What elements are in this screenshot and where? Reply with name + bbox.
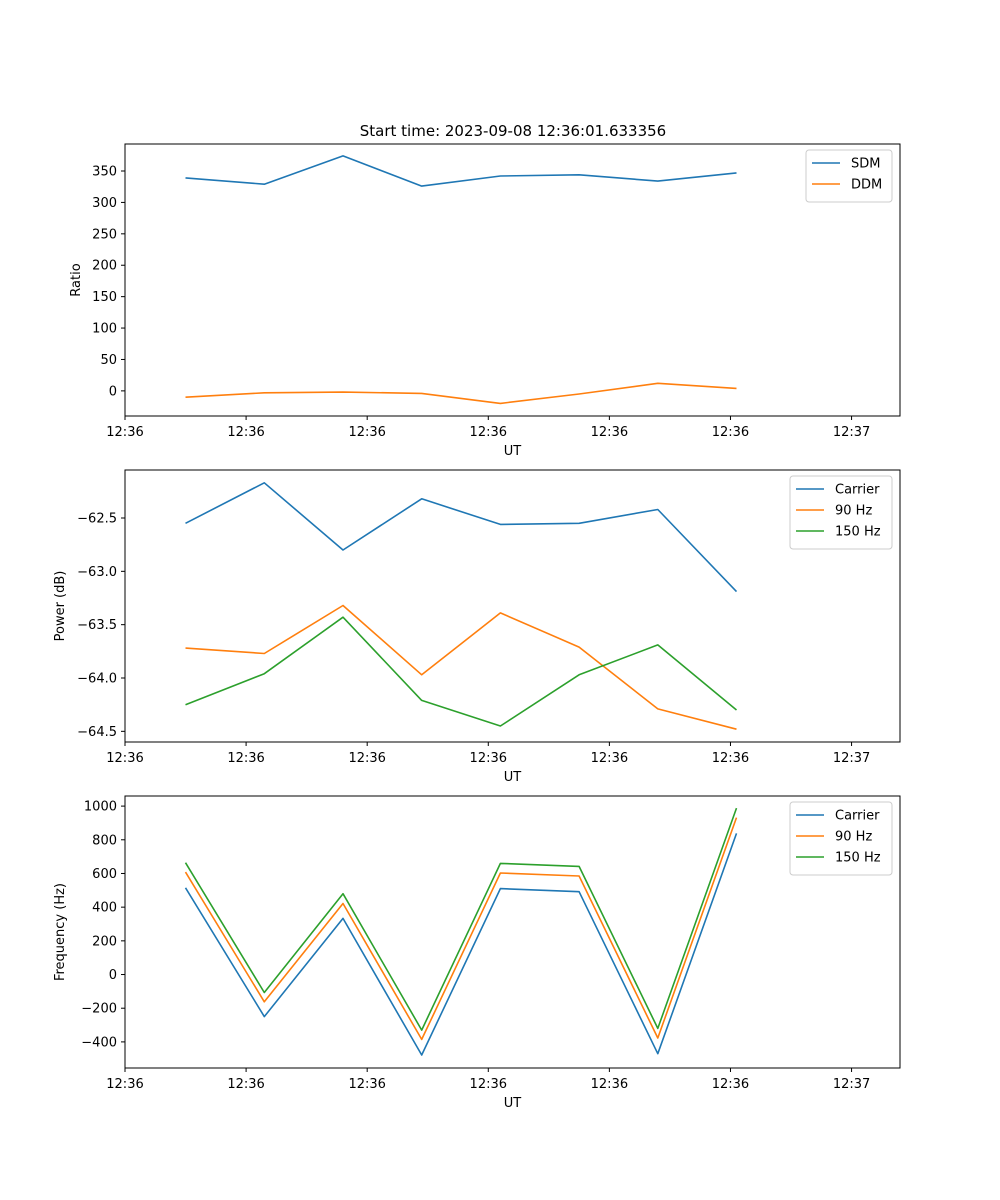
x-tick-label: 12:36	[470, 1077, 507, 1092]
y-tick-label: 1000	[84, 800, 117, 815]
legend: Carrier 90 Hz 150 Hz	[789, 475, 893, 550]
x-tick-label: 12:36	[712, 751, 749, 766]
legend-label-sdm: SDM	[851, 157, 880, 172]
axes-frame	[124, 469, 901, 743]
x-tick-label: 12:36	[591, 751, 628, 766]
legend-label-carrier: Carrier	[835, 483, 880, 498]
frequency-panel: 12:36 12:36 12:36 12:36 12:36 12:36 12:37 −400 −…	[53, 795, 901, 1111]
y-tick-label: 600	[92, 867, 117, 882]
x-tick-label: 12:36	[470, 751, 507, 766]
legend-label-90-hz: 90 Hz	[835, 504, 872, 519]
series-line-carrier	[185, 481, 738, 593]
legend: Carrier 90 Hz 150 Hz	[789, 801, 893, 876]
x-tick-label: 12:36	[348, 1077, 385, 1092]
y-tick-label: 100	[92, 322, 117, 337]
x-tick-label: 12:36	[348, 751, 385, 766]
x-tick-label: 12:36	[712, 1077, 749, 1092]
series-line-150-hz	[185, 616, 738, 727]
chart-title: Start time: 2023-09-08 12:36:01.633356	[360, 122, 666, 140]
y-tick-label: 300	[92, 196, 117, 211]
power-panel: 12:36 12:36 12:36 12:36 12:36 12:36 12:37 −64.5…	[53, 469, 901, 785]
y-tick-label: 0	[109, 968, 117, 983]
series-line-150-hz	[184, 807, 738, 1031]
x-tick-label: 12:36	[591, 1077, 628, 1092]
legend-label-ddm: DDM	[851, 178, 882, 193]
x-tick-label: 12:37	[833, 751, 870, 766]
x-tick-label: 12:36	[712, 425, 749, 440]
series-line-ddm	[185, 382, 737, 405]
y-tick-label: 150	[92, 290, 117, 305]
y-tick-label: −63.5	[77, 618, 117, 633]
y-tick-label: −64.5	[77, 725, 117, 740]
x-tick-label: 12:36	[227, 751, 264, 766]
y-axis-label: Ratio	[69, 263, 84, 296]
y-tick-label: 250	[92, 227, 117, 242]
y-tick-label: 200	[92, 934, 117, 949]
y-tick-label: 50	[100, 353, 117, 368]
x-axis-label: UT	[504, 1096, 522, 1111]
y-tick-label: 200	[92, 259, 117, 274]
y-tick-label: 350	[92, 165, 117, 180]
series-line-sdm	[185, 155, 737, 187]
x-tick-label: 12:37	[833, 425, 870, 440]
legend-label-carrier: Carrier	[835, 809, 880, 824]
ratio-panel: 12:36 12:36 12:36 12:36 12:36 12:36 12:37 0 50 10…	[69, 143, 901, 459]
x-tick-label: 12:36	[591, 425, 628, 440]
y-tick-label: −62.5	[77, 512, 117, 527]
axes-frame	[124, 795, 901, 1069]
legend: SDM DDM	[805, 149, 893, 203]
y-tick-label: 0	[109, 384, 117, 399]
y-tick-label: −63.0	[77, 565, 117, 580]
x-tick-label: 12:37	[833, 1077, 870, 1092]
legend-label-150-hz: 150 Hz	[835, 525, 881, 540]
x-tick-label: 12:36	[470, 425, 507, 440]
x-tick-label: 12:36	[348, 425, 385, 440]
x-tick-label: 12:36	[227, 425, 264, 440]
legend-label-150-hz: 150 Hz	[835, 851, 881, 866]
y-tick-label: −200	[81, 1002, 117, 1017]
y-tick-label: −64.0	[77, 672, 117, 687]
x-axis-label: UT	[504, 770, 522, 785]
y-tick-label: 800	[92, 833, 117, 848]
x-tick-label: 12:36	[106, 751, 143, 766]
axes-frame	[124, 143, 901, 417]
series-line-90-hz	[185, 604, 737, 730]
x-tick-label: 12:36	[106, 425, 143, 440]
legend-label-90-hz: 90 Hz	[835, 830, 872, 845]
x-tick-label: 12:36	[106, 1077, 143, 1092]
x-axis-label: UT	[504, 444, 522, 459]
y-axis-label: Power (dB)	[53, 571, 68, 642]
y-axis-label: Frequency (Hz)	[53, 883, 68, 981]
series-line-90-hz	[184, 817, 738, 1041]
y-tick-label: 400	[92, 901, 117, 916]
x-tick-label: 12:36	[227, 1077, 264, 1092]
y-tick-label: −400	[81, 1035, 117, 1050]
series-line-carrier	[184, 833, 738, 1056]
